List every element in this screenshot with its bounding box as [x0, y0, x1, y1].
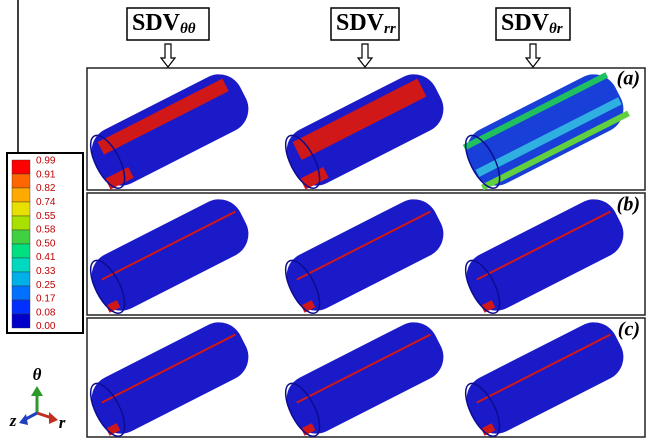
- legend-label: 0.50: [36, 238, 56, 249]
- legend-swatch: [12, 244, 30, 258]
- cylinder-body: [278, 66, 451, 194]
- legend-label: 0.00: [36, 321, 56, 332]
- axis-label: θ: [33, 365, 42, 384]
- legend-label: 0.74: [36, 197, 56, 208]
- cylinder: [83, 314, 256, 438]
- legend-label: 0.17: [36, 294, 56, 305]
- legend-swatch: [12, 230, 30, 244]
- legend-label: 0.25: [36, 280, 56, 291]
- cylinder-body: [83, 314, 256, 438]
- cylinder: [458, 191, 631, 319]
- axis-arrowhead: [19, 414, 28, 425]
- cylinder: [83, 66, 256, 194]
- down-arrow: [526, 44, 540, 67]
- panel-label: (b): [617, 194, 640, 216]
- legend-swatch: [12, 188, 30, 202]
- header-subscript: rr: [384, 21, 396, 37]
- legend-swatch: [12, 286, 30, 300]
- legend-label: 0.99: [36, 156, 56, 167]
- cylinder: [458, 314, 631, 438]
- legend-swatch: [12, 314, 30, 328]
- panel-label: (c): [618, 319, 640, 341]
- cylinder-body: [278, 314, 451, 438]
- cylinder: [278, 191, 451, 319]
- legend-label: 0.82: [36, 183, 56, 194]
- down-arrow: [161, 44, 175, 67]
- cylinder-body: [458, 314, 631, 438]
- legend-label: 0.58: [36, 225, 56, 236]
- legend-swatch: [12, 300, 30, 314]
- legend-swatch: [12, 216, 30, 230]
- cylinder-body: [83, 191, 256, 319]
- legend-swatch: [12, 258, 30, 272]
- legend-swatch: [12, 202, 30, 216]
- header-main: SDV: [501, 10, 550, 36]
- legend-label: 0.41: [36, 252, 56, 263]
- cylinder-body: [458, 191, 631, 319]
- legend-swatch: [12, 174, 30, 188]
- cylinder-body: [278, 191, 451, 319]
- axis-arrowhead: [31, 386, 43, 396]
- legend-swatch: [12, 272, 30, 286]
- axis-label: r: [59, 413, 66, 432]
- header-main: SDV: [336, 10, 385, 36]
- legend-label: 0.55: [36, 211, 56, 222]
- header-subscript: θr: [549, 21, 563, 37]
- legend-swatch: [12, 160, 30, 174]
- axis-triad: θ z r: [9, 365, 66, 432]
- cylinder: [458, 66, 631, 194]
- cylinder-body: [83, 66, 256, 194]
- cylinder: [278, 66, 451, 194]
- header-subscript: θθ: [180, 21, 196, 37]
- header-main: SDV: [132, 10, 181, 36]
- legend-label: 0.08: [36, 307, 56, 318]
- axis-arrowhead: [49, 412, 58, 424]
- down-arrow: [358, 44, 372, 67]
- figure: θ z r SDVθθSDVrrSDVθr(a)(b)(c)0.990.910.…: [0, 0, 646, 438]
- cylinder-body: [458, 66, 631, 194]
- axis-label: z: [9, 411, 17, 430]
- figure-canvas: θ z r SDVθθSDVrrSDVθr(a)(b)(c)0.990.910.…: [0, 0, 646, 438]
- legend-label: 0.91: [36, 169, 56, 180]
- cylinder: [83, 191, 256, 319]
- cylinder: [278, 314, 451, 438]
- panel-label: (a): [617, 68, 640, 90]
- legend-label: 0.33: [36, 266, 56, 277]
